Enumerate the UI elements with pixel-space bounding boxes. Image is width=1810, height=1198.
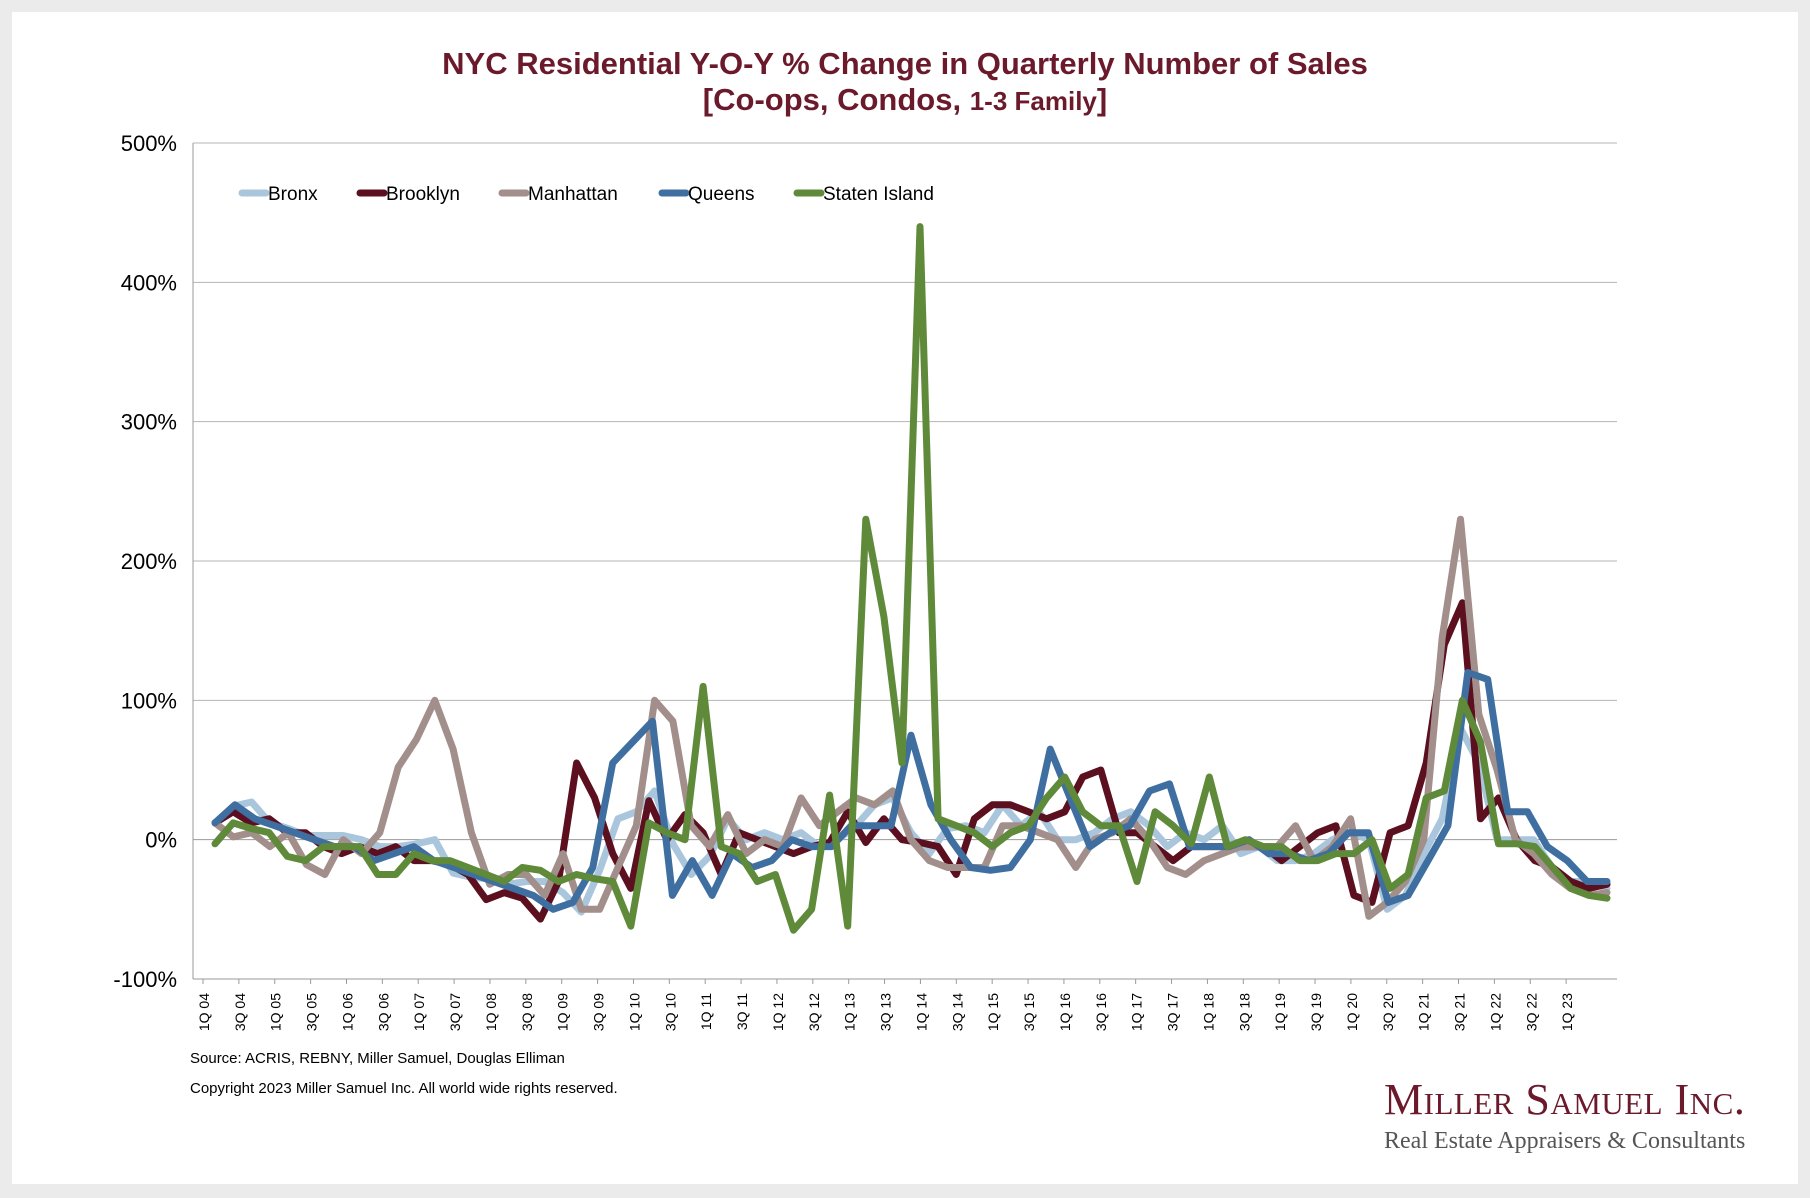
x-tick-label: 1Q 19	[1272, 993, 1288, 1031]
x-tick-label: 1Q 14	[913, 993, 929, 1031]
x-tick-label: 3Q 18	[1236, 993, 1252, 1031]
x-tick-label: 3Q 15	[1021, 993, 1037, 1031]
x-tick-label: 3Q 20	[1380, 993, 1396, 1031]
x-tick-label: 1Q 22	[1487, 993, 1503, 1031]
chart-subtitle: [Co-ops, Condos, 1-3 Family]	[12, 82, 1798, 118]
x-tick-label: 3Q 11	[734, 993, 750, 1030]
series-line-manhattan	[211, 515, 1611, 920]
company-tagline: Real Estate Appraisers & Consultants	[1384, 1128, 1746, 1154]
subtitle-main: [Co-ops, Condos,	[702, 82, 970, 117]
x-tick-label: 3Q 21	[1452, 993, 1468, 1031]
x-tick-label: 3Q 09	[591, 993, 607, 1031]
x-tick-label: 1Q 20	[1344, 993, 1360, 1031]
copyright-note: Copyright 2023 Miller Samuel Inc. All wo…	[190, 1080, 618, 1097]
legend-label: Brooklyn	[386, 184, 460, 205]
x-tick-label: 3Q 14	[949, 993, 965, 1031]
chart-card: NYC Residential Y-O-Y % Change in Quarte…	[12, 12, 1798, 1184]
y-tick-label: 400%	[121, 270, 177, 295]
x-tick-label: 3Q 07	[447, 993, 463, 1031]
x-tick-label: 1Q 13	[842, 993, 858, 1031]
x-tick-label: 1Q 17	[1129, 993, 1145, 1031]
x-tick-label: 1Q 12	[770, 993, 786, 1031]
x-tick-label: 3Q 19	[1308, 993, 1324, 1031]
x-tick-label: 3Q 12	[806, 993, 822, 1031]
legend-label: Bronx	[268, 184, 318, 205]
x-tick-label: 1Q 11	[698, 993, 714, 1030]
x-tick-label: 3Q 22	[1523, 993, 1539, 1031]
y-tick-label: 300%	[121, 410, 177, 435]
legend-label: Manhattan	[528, 184, 618, 205]
x-tick-label: 1Q 08	[483, 993, 499, 1031]
x-tick-label: 3Q 04	[232, 993, 248, 1031]
x-tick-label: 1Q 06	[339, 993, 355, 1031]
x-tick-label: 3Q 05	[304, 993, 320, 1031]
x-tick-label: 1Q 09	[555, 993, 571, 1031]
x-tick-label: 1Q 10	[626, 993, 642, 1031]
x-tick-label: 1Q 18	[1200, 993, 1216, 1031]
x-tick-label: 1Q 07	[411, 993, 427, 1031]
y-tick-label: 200%	[121, 549, 177, 574]
series-line-staten-island	[211, 223, 1611, 934]
x-tick-label: 1Q 04	[196, 993, 212, 1031]
subtitle-end: ]	[1096, 82, 1108, 117]
company-logo: Miller Samuel Inc.	[1384, 1075, 1746, 1124]
legend-label: Staten Island	[823, 184, 934, 205]
subtitle-small: 1-3 Family	[969, 86, 1097, 116]
legend-label: Queens	[688, 184, 755, 205]
x-tick-label: 3Q 16	[1093, 993, 1109, 1031]
x-tick-label: 1Q 16	[1057, 993, 1073, 1031]
chart-title: NYC Residential Y-O-Y % Change in Quarte…	[442, 46, 1368, 81]
x-tick-label: 3Q 10	[662, 993, 678, 1031]
x-tick-label: 3Q 08	[519, 993, 535, 1031]
line-chart: -100% 0% 100% 200% 300% 400% 500% 1Q 04 3Q 04 1Q …	[113, 131, 1617, 1031]
x-tick-label: 1Q 05	[268, 993, 284, 1031]
y-tick-label: -100%	[113, 967, 177, 992]
x-tick-label: 1Q 21	[1416, 993, 1432, 1031]
x-tick-label: 3Q 13	[878, 993, 894, 1031]
y-tick-label: 100%	[121, 688, 177, 713]
series-line-queens	[211, 669, 1611, 913]
x-tick-label: 3Q 06	[375, 993, 391, 1031]
x-tick-label: 3Q 17	[1165, 993, 1181, 1031]
source-note: Source: ACRIS, REBNY, Miller Samuel, Dou…	[190, 1050, 565, 1067]
x-tick-label: 1Q 15	[985, 993, 1001, 1031]
y-tick-label: 500%	[121, 131, 177, 156]
x-tick-label: 1Q 23	[1559, 993, 1575, 1031]
series-line-brooklyn	[211, 599, 1611, 923]
y-tick-label: 0%	[145, 828, 177, 853]
